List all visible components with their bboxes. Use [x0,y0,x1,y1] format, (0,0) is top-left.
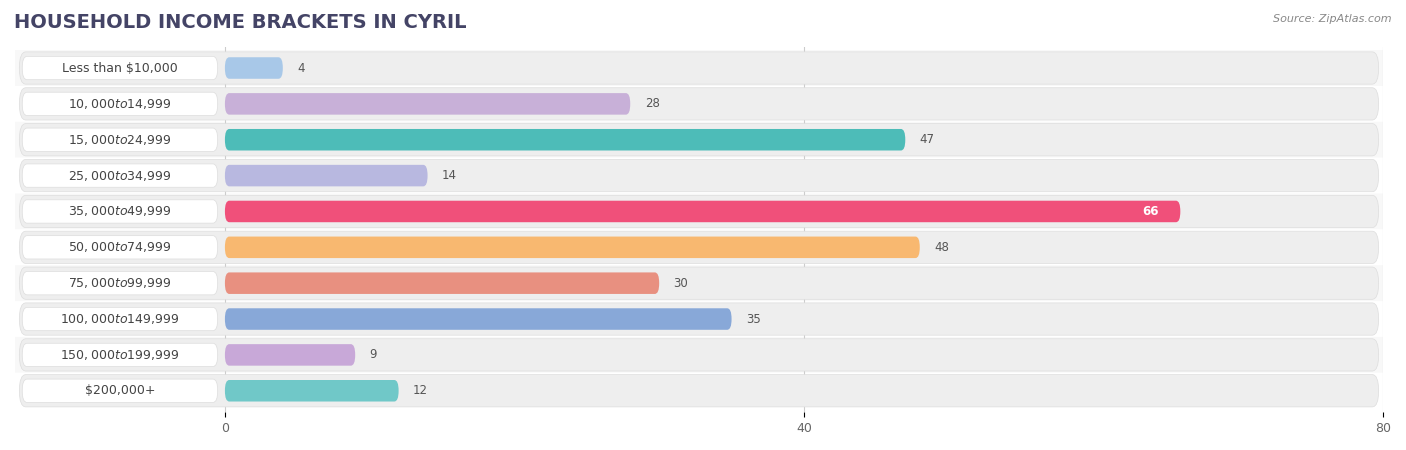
FancyBboxPatch shape [15,50,1384,86]
FancyBboxPatch shape [20,52,1379,84]
FancyBboxPatch shape [15,337,1384,373]
FancyBboxPatch shape [20,88,1379,120]
FancyBboxPatch shape [15,373,1384,409]
FancyBboxPatch shape [15,86,1384,122]
FancyBboxPatch shape [22,164,218,187]
Text: 9: 9 [370,348,377,361]
FancyBboxPatch shape [22,236,218,259]
Text: $25,000 to $34,999: $25,000 to $34,999 [69,169,172,183]
Text: $75,000 to $99,999: $75,000 to $99,999 [69,276,172,290]
FancyBboxPatch shape [20,124,1379,156]
FancyBboxPatch shape [15,301,1384,337]
FancyBboxPatch shape [225,344,356,366]
FancyBboxPatch shape [22,92,218,116]
FancyBboxPatch shape [22,56,218,80]
FancyBboxPatch shape [22,379,218,402]
FancyBboxPatch shape [20,195,1379,228]
Text: 12: 12 [413,384,427,397]
Text: $15,000 to $24,999: $15,000 to $24,999 [69,133,172,147]
FancyBboxPatch shape [20,303,1379,335]
FancyBboxPatch shape [15,265,1384,301]
FancyBboxPatch shape [225,237,920,258]
FancyBboxPatch shape [22,307,218,331]
Text: 47: 47 [920,133,935,146]
Text: $200,000+: $200,000+ [84,384,155,397]
Text: Source: ZipAtlas.com: Source: ZipAtlas.com [1274,14,1392,23]
FancyBboxPatch shape [20,267,1379,299]
Text: 30: 30 [673,277,689,290]
FancyBboxPatch shape [225,129,905,150]
Text: Less than $10,000: Less than $10,000 [62,62,177,75]
Text: $10,000 to $14,999: $10,000 to $14,999 [69,97,172,111]
FancyBboxPatch shape [15,194,1384,230]
FancyBboxPatch shape [225,201,1180,222]
Text: HOUSEHOLD INCOME BRACKETS IN CYRIL: HOUSEHOLD INCOME BRACKETS IN CYRIL [14,14,467,32]
Text: $150,000 to $199,999: $150,000 to $199,999 [60,348,180,362]
Text: $35,000 to $49,999: $35,000 to $49,999 [69,204,172,218]
FancyBboxPatch shape [225,308,731,330]
FancyBboxPatch shape [20,374,1379,407]
Text: $50,000 to $74,999: $50,000 to $74,999 [69,240,172,254]
Text: 48: 48 [934,241,949,254]
FancyBboxPatch shape [225,93,630,115]
FancyBboxPatch shape [225,57,283,79]
Text: 35: 35 [747,313,761,325]
FancyBboxPatch shape [20,231,1379,263]
Text: 4: 4 [297,62,305,75]
Text: 66: 66 [1142,205,1159,218]
FancyBboxPatch shape [15,158,1384,194]
FancyBboxPatch shape [22,271,218,295]
Text: 28: 28 [645,97,659,110]
Text: 14: 14 [441,169,457,182]
FancyBboxPatch shape [225,165,427,186]
Text: $100,000 to $149,999: $100,000 to $149,999 [60,312,180,326]
FancyBboxPatch shape [15,230,1384,265]
FancyBboxPatch shape [22,200,218,223]
FancyBboxPatch shape [20,339,1379,371]
FancyBboxPatch shape [225,380,399,401]
FancyBboxPatch shape [225,272,659,294]
FancyBboxPatch shape [15,122,1384,158]
FancyBboxPatch shape [22,128,218,151]
FancyBboxPatch shape [20,159,1379,192]
FancyBboxPatch shape [22,343,218,367]
